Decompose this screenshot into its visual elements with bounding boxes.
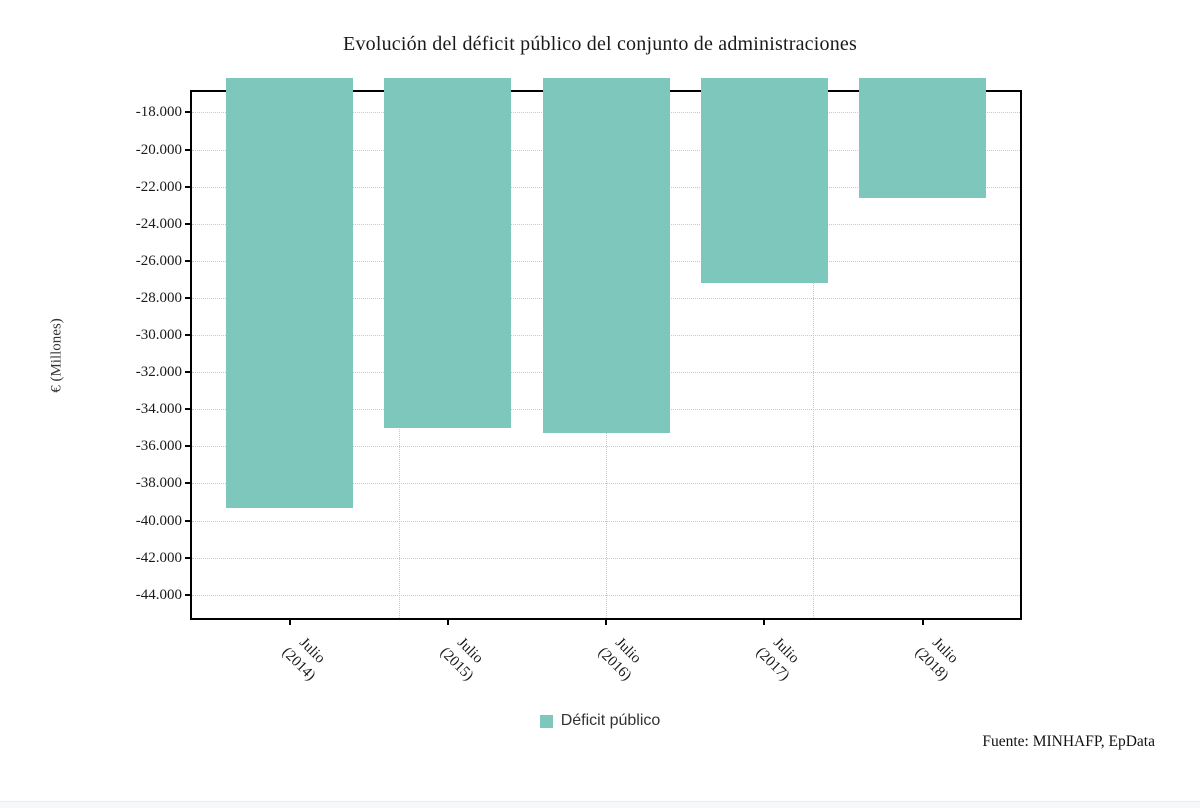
y-axis-title: € (Millones): [48, 318, 65, 393]
x-gridline: [813, 92, 814, 618]
y-tick-mark: [185, 259, 192, 262]
x-tick-label: Julio (2016): [594, 634, 644, 684]
y-tick-label: -40.000: [135, 512, 182, 529]
bar-julio-2015: [384, 78, 512, 428]
plot-area: -18.000 -20.000 -22.000 -24.000 -26.000 -28.0…: [136, 78, 1022, 684]
y-tick-label: -20.000: [135, 141, 182, 158]
y-tick-mark: [185, 111, 192, 114]
x-tick-label: Julio (2015): [436, 634, 486, 684]
y-tick-mark: [185, 445, 192, 448]
x-tick-mark: [921, 618, 924, 625]
y-tick-mark: [185, 334, 192, 337]
bar-julio-2018: [859, 78, 986, 198]
x-tick-label: Julio (2017): [753, 634, 803, 684]
y-tick-label: -42.000: [135, 549, 182, 566]
y-tick-label: -26.000: [135, 252, 182, 269]
source-credit: Fuente: MINHAFP, EpData: [982, 733, 1155, 750]
legend-swatch-icon: [539, 714, 553, 728]
legend: Déficit público: [0, 712, 1200, 730]
y-tick-mark: [185, 408, 192, 411]
y-tick-mark: [185, 148, 192, 151]
y-tick-label: -18.000: [135, 104, 182, 121]
y-tick-label: -24.000: [135, 215, 182, 232]
bar-julio-2014: [226, 78, 353, 508]
y-tick-mark: [185, 185, 192, 188]
chart-title: Evolución del déficit público del conjun…: [343, 33, 857, 55]
x-tick-label: Julio (2018): [911, 634, 961, 684]
y-tick-mark: [185, 519, 192, 522]
bottom-strip: [0, 801, 1200, 808]
y-tick-label: -44.000: [135, 586, 182, 603]
y-tick-label: -22.000: [135, 178, 182, 195]
y-tick-label: -30.000: [135, 327, 182, 344]
x-tick-mark: [763, 618, 766, 625]
y-tick-mark: [185, 222, 192, 225]
y-tick-mark: [185, 593, 192, 596]
bar-julio-2017: [700, 78, 828, 284]
y-tick-mark: [185, 556, 192, 559]
legend-label: Déficit público: [560, 712, 661, 729]
y-tick-label: -28.000: [135, 289, 182, 306]
x-tick-mark: [605, 618, 607, 625]
x-tick-mark: [446, 618, 449, 625]
y-tick-mark: [185, 296, 192, 299]
x-tick-mark: [288, 618, 291, 625]
y-tick-label: -32.000: [135, 364, 182, 381]
y-tick-label: -34.000: [135, 401, 182, 418]
y-tick-mark: [185, 482, 192, 485]
x-tick-label: Julio (2014): [278, 634, 328, 684]
y-tick-mark: [185, 371, 192, 374]
y-tick-label: -36.000: [135, 438, 182, 455]
bar-julio-2016: [542, 78, 670, 434]
y-tick-label: -38.000: [135, 475, 182, 492]
